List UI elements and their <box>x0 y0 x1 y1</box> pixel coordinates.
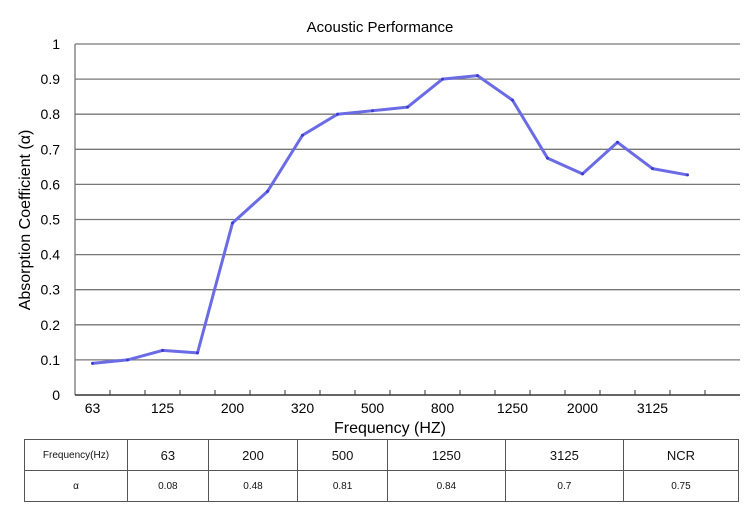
table-cell: 0.75 <box>622 470 740 502</box>
y-tick-label: 0.1 <box>41 352 61 368</box>
data-point <box>511 98 514 102</box>
absorption-table: Frequency(Hz) 63 200 500 1250 3125 NCR α… <box>24 439 740 502</box>
table-cell: α <box>24 470 128 502</box>
y-axis-label: Absorption Coefficient (α) <box>17 130 34 311</box>
data-point <box>196 351 199 355</box>
data-point <box>91 361 94 365</box>
data-point <box>371 109 374 113</box>
series-line <box>92 74 688 365</box>
table-cell: 3125 <box>504 439 624 471</box>
y-tick-label: 0.5 <box>41 212 61 228</box>
data-point <box>336 112 339 116</box>
y-tick-label: 0.3 <box>41 282 61 298</box>
data-point <box>161 348 164 352</box>
table-cell: 0.7 <box>504 470 624 502</box>
table-cell: 0.08 <box>127 470 209 502</box>
table-cell: Frequency(Hz) <box>24 439 128 471</box>
x-axis-label: Frequency (HZ) <box>334 420 446 437</box>
data-point <box>581 172 584 176</box>
data-point <box>301 133 304 137</box>
chart-title: Acoustic Performance <box>307 19 454 36</box>
table-cell: 200 <box>207 439 299 471</box>
y-tick-label: 1 <box>52 36 60 52</box>
line-chart: Acoustic Performance Frequency (HZ) Abso… <box>17 19 740 437</box>
table-cell: 63 <box>127 439 209 471</box>
x-tick-label: 3125 <box>637 400 668 416</box>
data-point <box>476 74 479 78</box>
data-point <box>616 140 619 144</box>
y-tick-label: 0.8 <box>41 106 61 122</box>
table-header-row: Frequency(Hz) 63 200 500 1250 3125 NCR <box>24 439 740 471</box>
table-cell: NCR <box>622 439 740 471</box>
x-tick-label: 63 <box>85 400 101 416</box>
data-point <box>126 358 129 362</box>
data-point <box>546 156 549 160</box>
y-tick-label: 0.6 <box>41 176 61 192</box>
data-point <box>686 173 689 177</box>
table-row: α 0.08 0.48 0.81 0.84 0.7 0.75 <box>24 470 740 502</box>
y-tick-label: 0.4 <box>41 247 61 263</box>
x-tick-label: 1250 <box>497 400 528 416</box>
data-point <box>441 77 444 81</box>
x-tick-label: 125 <box>151 400 175 416</box>
y-tick-label: 0.2 <box>41 317 61 333</box>
data-point <box>266 189 269 193</box>
table-cell: 1250 <box>386 439 506 471</box>
data-point <box>651 167 654 171</box>
x-tick-label: 500 <box>361 400 385 416</box>
data-point <box>231 221 234 225</box>
x-tick-label: 800 <box>431 400 455 416</box>
table-cell: 0.48 <box>207 470 299 502</box>
x-tick-label: 320 <box>291 400 315 416</box>
data-point <box>406 105 409 109</box>
y-tick-label: 0 <box>52 387 60 403</box>
table-cell: 0.84 <box>386 470 506 502</box>
y-tick-label: 0.7 <box>41 141 61 157</box>
table-cell: 0.81 <box>297 470 388 502</box>
table-cell: 500 <box>297 439 388 471</box>
y-tick-label: 0.9 <box>41 71 61 87</box>
x-tick-label: 200 <box>221 400 245 416</box>
x-tick-label: 2000 <box>567 400 598 416</box>
